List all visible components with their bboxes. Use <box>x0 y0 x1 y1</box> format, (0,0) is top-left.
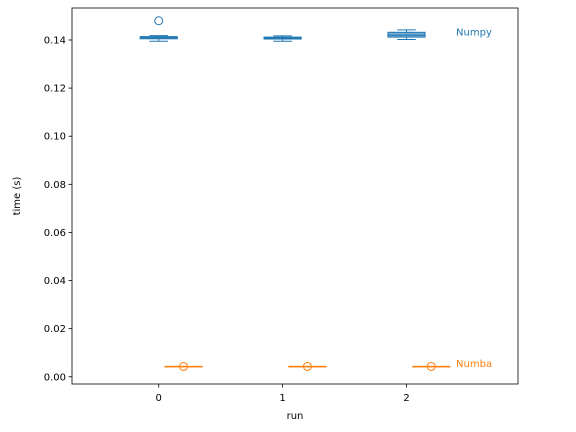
x-axis: 0 1 2 <box>156 384 410 404</box>
series-label-numpy: Numpy <box>456 28 492 39</box>
y-tick-label: 0.02 <box>44 324 66 335</box>
series-numba <box>164 361 451 371</box>
series-labels: Numpy Numba <box>456 28 492 370</box>
plot-frame <box>71 7 519 385</box>
x-tick-label: 2 <box>403 393 409 404</box>
y-axis: 0.00 0.02 0.04 0.06 0.08 0.10 0.12 0.14 <box>44 35 72 383</box>
x-tick-label: 1 <box>279 393 285 404</box>
x-tick-label: 0 <box>156 393 162 404</box>
y-tick-label: 0.08 <box>44 180 66 191</box>
outlier-point <box>302 361 312 371</box>
y-tick-label: 0.14 <box>44 35 66 46</box>
x-axis-label: run <box>287 411 304 422</box>
outlier-point <box>179 361 188 371</box>
y-tick-label: 0.04 <box>44 276 66 287</box>
outlier-point <box>426 361 436 371</box>
outlier-point <box>154 16 164 26</box>
y-axis-label: time (s) <box>12 177 23 216</box>
y-tick-label: 0.00 <box>44 372 66 383</box>
series-label-numba: Numba <box>456 359 492 370</box>
y-tick-label: 0.06 <box>44 228 66 239</box>
series-numpy <box>139 16 426 42</box>
plot-marks <box>139 16 451 371</box>
y-tick-label: 0.10 <box>44 132 66 143</box>
y-tick-label: 0.12 <box>44 84 66 95</box>
